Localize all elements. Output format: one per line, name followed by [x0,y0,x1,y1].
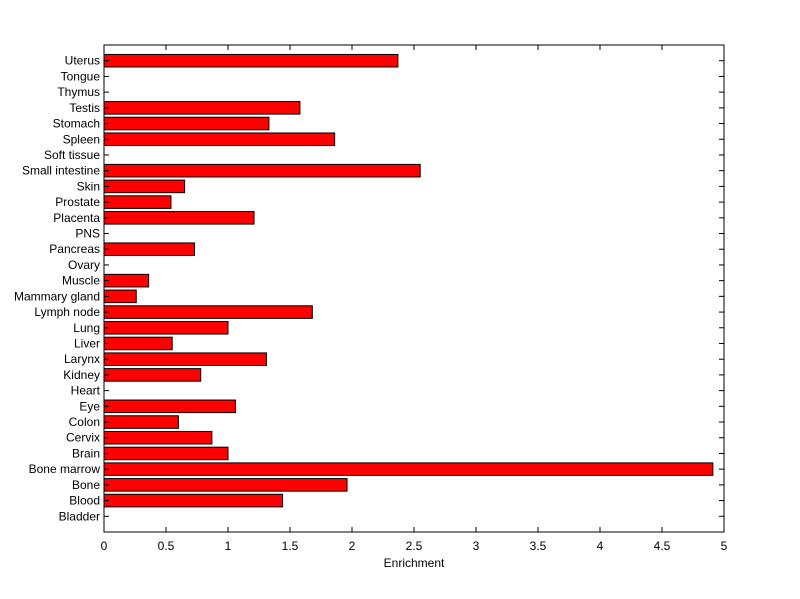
x-tick-label-2.5: 2.5 [406,539,423,553]
y-tick-label-blood: Blood [69,494,100,508]
bar-blood [103,493,284,508]
y-tick-label-heart: Heart [71,384,101,398]
y-tick-label-larynx: Larynx [64,352,100,366]
y-tick-label-pns: PNS [75,227,100,241]
y-tick-label-eye: Eye [79,399,100,413]
y-tick-label-mammary-gland: Mammary gland [14,289,100,303]
y-tick-label-prostate: Prostate [55,195,100,209]
y-tick-label-colon: Colon [69,415,100,429]
bar-kidney [103,368,202,382]
y-tick-label-bone: Bone [72,478,100,492]
y-tick-label-pancreas: Pancreas [49,242,100,256]
y-tick-label-ovary: Ovary [68,258,100,272]
bar-eye [103,399,236,414]
bar-larynx [103,352,267,366]
y-tick-label-placenta: Placenta [53,211,100,225]
bar-lung [103,320,229,335]
x-ticks-group: 0 0.5 1 1.5 2 2.5 3 3.5 4 4.5 5 [101,45,728,553]
x-tick-label-4.5: 4.5 [654,539,671,553]
x-tick-label-0: 0 [101,539,108,553]
bar-muscle [103,273,150,288]
y-tick-label-tongue: Tongue [61,69,101,83]
y-tick-label-kidney: Kidney [63,368,100,382]
y-tick-label-liver: Liver [74,336,100,350]
bar-bone-marrow [103,462,714,476]
x-axis-label: Enrichment [384,556,445,570]
bar-pancreas [103,242,196,257]
bar-stomach [103,116,270,131]
bar-brain [103,446,229,461]
y-tick-label-thymus: Thymus [57,85,100,99]
y-tick-label-soft-tissue: Soft tissue [44,148,100,162]
y-tick-label-stomach: Stomach [53,117,100,131]
x-tick-label-3: 3 [473,539,480,553]
y-tick-label-bone-marrow: Bone marrow [29,462,101,476]
y-tick-label-testis: Testis [69,101,100,115]
x-tick-label-2: 2 [349,539,356,553]
x-tick-label-3.5: 3.5 [530,539,547,553]
bar-small-intestine [103,163,421,178]
y-tick-label-lung: Lung [73,321,100,335]
bar-bone [103,478,348,492]
x-tick-label-4: 4 [597,539,604,553]
y-tick-label-lymph-node: Lymph node [34,305,100,319]
bar-liver [103,336,173,351]
x-tick-label-0.5: 0.5 [158,539,175,553]
y-tick-label-skin: Skin [77,179,100,193]
bar-testis [103,101,301,115]
y-tick-label-brain: Brain [72,446,100,460]
y-tick-label-uterus: Uterus [65,54,100,68]
y-tick-label-bladder: Bladder [59,509,100,523]
bar-placenta [103,211,255,225]
bar-colon [103,415,179,429]
y-tick-label-muscle: Muscle [62,274,100,288]
bar-prostate [103,195,172,209]
bar-cervix [103,430,213,445]
bar-spleen [103,132,336,147]
y-tick-label-spleen: Spleen [63,132,100,146]
bar-uterus [103,53,399,68]
bar-lymph-node [103,305,313,319]
plot-frame [103,44,725,533]
bar-skin [103,179,186,194]
y-tick-label-cervix: Cervix [66,431,100,445]
x-tick-label-1: 1 [225,539,232,553]
x-tick-label-5: 5 [721,539,728,553]
y-tick-label-small-intestine: Small intestine [22,164,100,178]
x-tick-label-1.5: 1.5 [282,539,299,553]
